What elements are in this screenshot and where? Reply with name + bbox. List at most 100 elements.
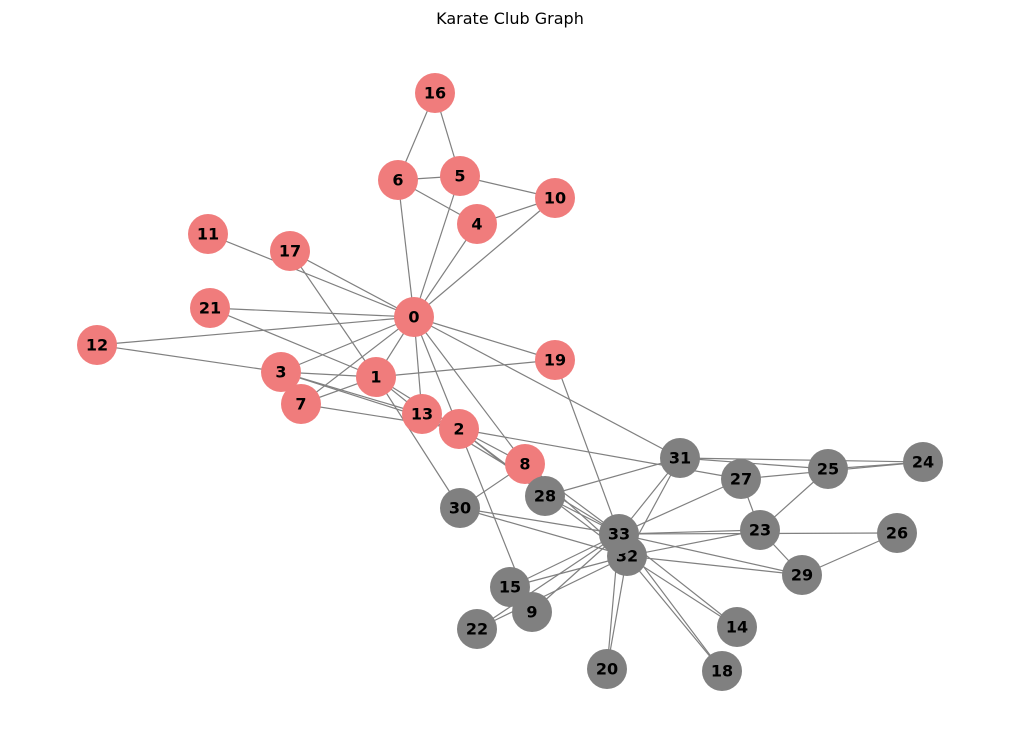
node-14: 14 — [717, 607, 757, 647]
node-circle — [903, 442, 943, 482]
edge-15-33 — [509, 533, 620, 588]
node-label: 12 — [86, 336, 108, 355]
node-label: 31 — [669, 449, 691, 468]
node-6: 6 — [378, 160, 418, 200]
node-4: 4 — [457, 204, 497, 244]
node-label: 24 — [912, 453, 934, 472]
node-22: 22 — [457, 609, 497, 649]
node-label: 27 — [730, 470, 752, 489]
node-circle — [440, 156, 480, 196]
node-label: 14 — [726, 618, 748, 637]
edge-30-33 — [459, 507, 620, 535]
node-circle — [415, 73, 455, 113]
node-23: 23 — [740, 510, 780, 550]
node-label: 5 — [454, 167, 465, 186]
node-circle — [77, 325, 117, 365]
edge-28-31 — [544, 457, 681, 497]
node-19: 19 — [535, 340, 575, 380]
edge-0-12 — [96, 316, 415, 346]
node-11: 11 — [188, 214, 228, 254]
node-label: 18 — [711, 662, 733, 681]
node-16: 16 — [415, 73, 455, 113]
node-label: 10 — [544, 189, 566, 208]
node-circle — [808, 449, 848, 489]
edge-0-8 — [413, 316, 526, 465]
node-label: 19 — [544, 351, 566, 370]
node-label: 16 — [424, 84, 446, 103]
node-31: 31 — [660, 438, 700, 478]
node-0: 0 — [394, 297, 434, 337]
edge-22-32 — [476, 555, 628, 630]
edge-24-31 — [679, 457, 924, 463]
node-label: 17 — [279, 242, 301, 261]
node-circle — [702, 651, 742, 691]
node-circle — [717, 607, 757, 647]
node-label: 11 — [197, 225, 219, 244]
node-circle — [402, 394, 442, 434]
node-26: 26 — [877, 513, 917, 553]
node-circle — [440, 488, 480, 528]
edge-0-10 — [413, 197, 556, 318]
node-label: 0 — [408, 308, 419, 327]
node-layer: 0123456789101112131415161718192021222324… — [77, 73, 943, 691]
node-33: 33 — [599, 514, 639, 554]
node-label: 29 — [791, 566, 813, 585]
node-12: 12 — [77, 325, 117, 365]
node-25: 25 — [808, 449, 848, 489]
edge-0-21 — [209, 307, 415, 318]
edge-19-33 — [554, 359, 620, 535]
node-label: 8 — [519, 455, 530, 474]
node-label: 7 — [295, 395, 306, 414]
edge-3-12 — [96, 344, 282, 373]
node-label: 21 — [199, 299, 221, 318]
node-label: 26 — [886, 524, 908, 543]
edge-22-33 — [476, 533, 620, 630]
node-15: 15 — [490, 567, 530, 607]
node-label: 15 — [499, 578, 521, 597]
edge-0-11 — [207, 233, 415, 318]
node-circle — [439, 409, 479, 449]
edge-18-32 — [626, 555, 723, 672]
node-circle — [877, 513, 917, 553]
node-circle — [356, 357, 396, 397]
node-7: 7 — [281, 384, 321, 424]
node-label: 20 — [596, 660, 618, 679]
node-circle — [721, 459, 761, 499]
node-label: 23 — [749, 521, 771, 540]
node-label: 25 — [817, 460, 839, 479]
node-label: 30 — [449, 499, 471, 518]
node-circle — [505, 444, 545, 484]
node-circle — [782, 555, 822, 595]
edge-27-33 — [618, 478, 742, 535]
node-5: 5 — [440, 156, 480, 196]
node-circle — [535, 178, 575, 218]
node-circle — [378, 160, 418, 200]
node-label: 9 — [526, 603, 537, 622]
node-label: 3 — [275, 363, 286, 382]
node-29: 29 — [782, 555, 822, 595]
edge-29-33 — [618, 533, 803, 576]
node-label: 13 — [411, 405, 433, 424]
edge-1-19 — [375, 359, 556, 378]
edge-0-3 — [280, 316, 415, 373]
node-circle — [188, 214, 228, 254]
node-label: 1 — [370, 368, 381, 387]
node-24: 24 — [903, 442, 943, 482]
node-label: 28 — [534, 487, 556, 506]
graph-title: Karate Club Graph — [436, 9, 584, 28]
node-8: 8 — [505, 444, 545, 484]
edge-1-21 — [209, 307, 377, 378]
node-label: 4 — [471, 215, 482, 234]
node-13: 13 — [402, 394, 442, 434]
edge-29-32 — [626, 555, 803, 576]
node-circle — [587, 649, 627, 689]
edge-0-6 — [397, 179, 415, 318]
node-28: 28 — [525, 476, 565, 516]
node-circle — [457, 204, 497, 244]
node-circle — [535, 340, 575, 380]
node-circle — [660, 438, 700, 478]
node-label: 2 — [453, 420, 464, 439]
edge-0-31 — [413, 316, 681, 459]
node-circle — [394, 297, 434, 337]
node-label: 33 — [608, 525, 630, 544]
